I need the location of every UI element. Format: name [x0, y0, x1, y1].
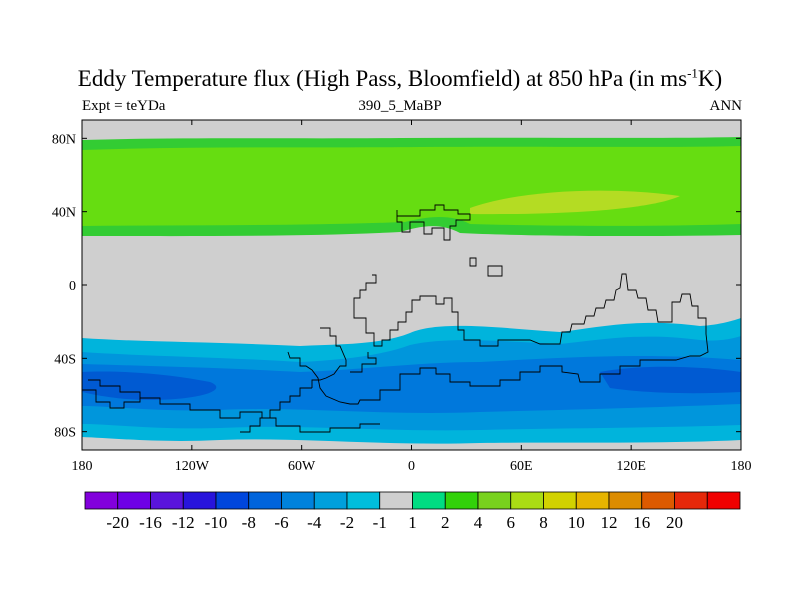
- x-tick-label: 60E: [510, 459, 533, 474]
- coastline-pacific-south: [88, 379, 380, 433]
- colorbar-label: 6: [507, 513, 516, 532]
- colorbar-label: 16: [633, 513, 650, 532]
- colorbar-swatch: [412, 491, 446, 510]
- colorbar: -20 -16 -12 -10 -8 -6 -4 -2 -1 1 2 4 6 8 10 12 16 20: [84, 491, 741, 532]
- coastline-europe: [396, 204, 471, 241]
- title-prefix: Eddy Temperature flux (High Pass, Bloomf…: [77, 66, 688, 91]
- coastline-outlines: [82, 204, 709, 433]
- map-axes: 180 120W 60W 0 60E 120E 180 80N 40N 0 40S 80S: [52, 120, 752, 474]
- coastline-north-africa-west: [353, 274, 460, 347]
- colorbar-label: -2: [340, 513, 354, 532]
- y-tick-label: 40S: [54, 352, 76, 367]
- x-tick-label: 120E: [616, 459, 646, 474]
- southern-flux-core-east: [600, 366, 741, 394]
- x-tick-label: 120W: [175, 459, 210, 474]
- coastline-africa-east: [460, 273, 664, 347]
- colorbar-label: 2: [441, 513, 450, 532]
- x-tick-label: 60W: [288, 459, 316, 474]
- coastline-seabed-ridge: [350, 352, 377, 373]
- southern-flux-band-4-6: [82, 356, 741, 413]
- colorbar-swatch: [182, 491, 217, 510]
- colorbar-swatch: [444, 491, 479, 510]
- colorbar-label: -12: [172, 513, 195, 532]
- colorbar-label: 8: [539, 513, 548, 532]
- y-tick-label: 40N: [52, 206, 76, 221]
- coastline-south-america: [311, 327, 347, 388]
- colorbar-swatch: [281, 491, 315, 510]
- colorbar-swatch: [248, 491, 282, 510]
- colorbar-swatch: [215, 491, 250, 510]
- colorbar-label: 1: [408, 513, 417, 532]
- colorbar-swatch: [608, 491, 643, 510]
- colorbar-label: -8: [242, 513, 256, 532]
- coastline-indonesia: [660, 293, 709, 361]
- colorbar-label: 20: [666, 513, 683, 532]
- colorbar-swatch: [346, 491, 381, 510]
- colorbar-swatch: [543, 491, 577, 510]
- colorbar-swatch: [510, 491, 544, 510]
- colorbar-label: -16: [139, 513, 162, 532]
- season-label: ANN: [709, 98, 743, 114]
- colorbar-swatch: [477, 491, 512, 510]
- x-tick-label: 0: [408, 459, 415, 474]
- northern-flux-core-6-8: [470, 190, 680, 215]
- run-label: 390_5_MaBP: [358, 98, 442, 114]
- colorbar-swatch: [117, 491, 151, 510]
- colorbar-swatch: [674, 491, 708, 510]
- plot-title: Eddy Temperature flux (High Pass, Bloomf…: [0, 66, 800, 92]
- coastline-east-asia: [469, 257, 503, 277]
- colorbar-label: -6: [274, 513, 288, 532]
- x-tick-label: 180: [72, 459, 93, 474]
- colorbar-label: 4: [474, 513, 483, 532]
- coastline-australia: [287, 351, 660, 405]
- y-tick-label: 80S: [54, 426, 76, 441]
- colorbar-swatch: [575, 491, 610, 510]
- colorbar-swatch: [150, 491, 184, 510]
- colorbar-label: 12: [601, 513, 618, 532]
- y-tick-label: 0: [69, 279, 76, 294]
- title-superscript: -1: [687, 65, 698, 81]
- colorbar-swatch: [641, 491, 675, 510]
- colorbar-label: -1: [373, 513, 387, 532]
- coastline-antarctic-peninsula: [240, 387, 312, 433]
- northern-flux-band-4-6: [82, 146, 741, 226]
- experiment-label: Expt = teYDa: [82, 98, 166, 114]
- title-suffix: K): [697, 66, 723, 91]
- x-tick-label: 180: [731, 459, 752, 474]
- colorbar-label: -20: [106, 513, 129, 532]
- colorbar-label: 10: [568, 513, 585, 532]
- colorbar-swatch: [706, 491, 741, 510]
- colorbar-label: -4: [307, 513, 322, 532]
- map-field: [82, 120, 741, 450]
- southern-flux-core-west: [82, 371, 217, 400]
- colorbar-swatch: [313, 491, 348, 510]
- colorbar-swatch: [84, 491, 119, 510]
- coastline-antarctica-west: [82, 389, 141, 409]
- y-tick-label: 80N: [52, 132, 76, 147]
- colorbar-swatch: [379, 491, 413, 510]
- colorbar-label: -10: [205, 513, 228, 532]
